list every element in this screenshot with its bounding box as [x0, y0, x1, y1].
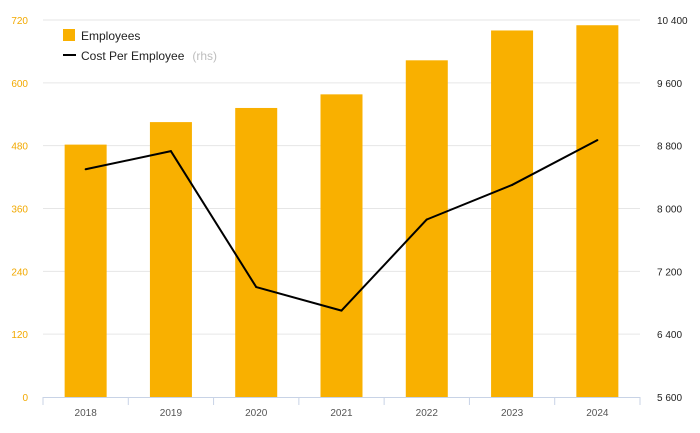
x-tick-label: 2020 [245, 408, 268, 419]
bar-2018 [64, 144, 107, 397]
bar-2022 [405, 60, 448, 397]
line-point-2020 [255, 286, 258, 289]
line-point-2023 [511, 183, 514, 186]
y-right-tick-label: 8 800 [657, 142, 682, 153]
x-tick-label: 2018 [75, 408, 98, 419]
y-left-tick-label: 360 [11, 205, 28, 216]
y-left-tick-label: 120 [11, 330, 28, 341]
legend-swatch-employees [63, 29, 75, 41]
bar-2024 [576, 25, 619, 397]
y-right-tick-label: 9 600 [657, 79, 682, 90]
bar-2021 [320, 94, 363, 397]
legend-label-cost-suffix: (rhs) [192, 49, 217, 63]
y-right-tick-label: 10 400 [657, 16, 688, 27]
line-point-2021 [340, 309, 343, 312]
y-right-tick-label: 7 200 [657, 267, 682, 278]
bar-2020 [235, 107, 278, 397]
bar-2019 [149, 122, 192, 398]
bar-2023 [491, 30, 534, 397]
y-left-tick-label: 480 [11, 142, 28, 153]
bar-series-employees [64, 25, 619, 398]
line-point-2018 [84, 168, 87, 171]
x-tick-label: 2024 [586, 408, 609, 419]
y-right-tick-label: 5 600 [657, 393, 682, 404]
y-left-tick-label: 240 [11, 267, 28, 278]
line-series-cost-per-employee [84, 139, 599, 312]
legend-label-employees: Employees [81, 29, 140, 43]
line-point-2022 [425, 218, 428, 221]
x-tick-label: 2019 [160, 408, 183, 419]
y-right-tick-label: 6 400 [657, 330, 682, 341]
line-point-2024 [596, 139, 599, 142]
y-left-tick-label: 720 [11, 16, 28, 27]
legend-label-cost-per-employee: Cost Per Employee (rhs) [81, 47, 217, 64]
line-point-2019 [169, 150, 172, 153]
y-right-tick-label: 8 000 [657, 205, 682, 216]
legend: Employees Cost Per Employee (rhs) [63, 29, 217, 64]
y-left-tick-label: 0 [22, 393, 28, 404]
legend-label-cost-name: Cost Per Employee [81, 49, 185, 63]
x-tick-label: 2021 [330, 408, 353, 419]
x-tick-label: 2022 [416, 408, 439, 419]
y-left-tick-label: 600 [11, 79, 28, 90]
x-tick-label: 2023 [501, 408, 524, 419]
axes: 0 5 600 120 6 400 240 7 200 360 8 000 480 8 800 60… [11, 16, 688, 419]
